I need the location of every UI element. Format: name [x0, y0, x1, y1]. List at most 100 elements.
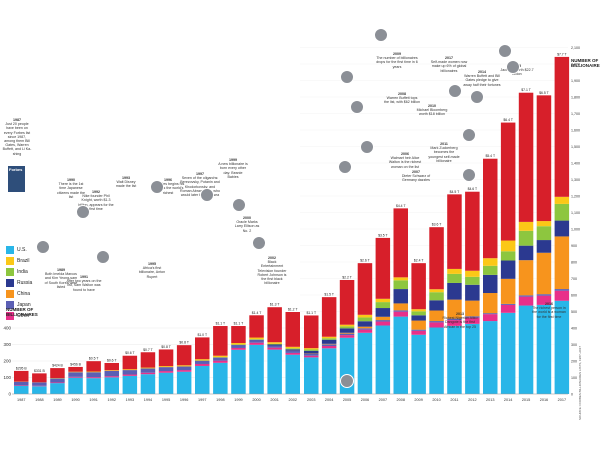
- x-tick-label-1996: 1996: [180, 398, 188, 402]
- bar-stack-1995: [159, 349, 174, 394]
- bar-segment-japan-2016: [537, 294, 552, 295]
- bar-segment-other-1996: [177, 370, 192, 372]
- y-tick-right: 2,100: [571, 46, 580, 50]
- bar-segment-japan-1988: [32, 382, 47, 385]
- bar-segment-brazil-2016: [537, 221, 552, 226]
- x-tick-label-2002: 2002: [289, 398, 297, 402]
- bar-segment-u-s--2003: [304, 357, 319, 394]
- bar-segment-rest-of-world-1993: [123, 356, 138, 370]
- bar-segment-u-s--1995: [159, 373, 174, 394]
- portrait-photo: [470, 90, 484, 104]
- bar-segment-india-2003: [304, 349, 319, 350]
- y-tick-right: 1,600: [571, 129, 580, 133]
- bar-segment-russia-2003: [304, 351, 319, 354]
- bar-stack-2012: [465, 192, 480, 394]
- x-tick-label-2012: 2012: [468, 398, 476, 402]
- bar-segment-brazil-2001: [267, 342, 282, 344]
- bar-segment-other-2008: [394, 312, 409, 317]
- y-axis-title-right: NUMBER OF BILLIONAIRES: [571, 58, 599, 68]
- bar-segment-rest-of-world-2009: [411, 263, 426, 309]
- bar-total-label-2011: $4.5 T: [450, 190, 460, 194]
- bar-total-label-2003: $1.1 T: [306, 311, 316, 315]
- bar-segment-other-2001: [267, 348, 282, 350]
- bar-segment-u-s--2002: [286, 355, 301, 394]
- bar-segment-rest-of-world-1990: [68, 367, 83, 372]
- x-tick-label-1998: 1998: [216, 398, 224, 402]
- bar-segment-u-s--2015: [519, 306, 534, 394]
- bar-stack-1997: [195, 337, 210, 394]
- legend-item-india: India: [6, 266, 48, 277]
- bar-segment-rest-of-world-2001: [267, 307, 282, 342]
- bar-stack-2004: [322, 297, 337, 394]
- annotation-text: Mark Zuckerberg becomes the youngest sel…: [428, 146, 459, 163]
- bar-total-label-2005: $2.2 T: [342, 275, 352, 279]
- bar-total-label-2013: $5.4 T: [485, 154, 495, 158]
- bar-segment-japan-1989: [50, 378, 64, 382]
- bar-segment-brazil-2014: [501, 241, 516, 252]
- bar-segment-brazil-2008: [394, 277, 409, 280]
- bar-segment-russia-2000: [249, 340, 263, 341]
- bar-segment-brazil-1992: [105, 370, 120, 371]
- bar-total-label-2002: $1.2 T: [288, 307, 298, 311]
- bar-segment-india-2014: [501, 251, 516, 260]
- bar-segment-u-s--2013: [483, 321, 498, 394]
- bar-stack-1991: [86, 361, 101, 394]
- x-tick-label-2013: 2013: [486, 398, 494, 402]
- legend-label: India: [17, 269, 28, 275]
- bar-segment-brazil-1996: [177, 365, 192, 366]
- portrait-photo: [232, 198, 246, 212]
- bar-segment-rest-of-world-1989: [50, 368, 64, 378]
- bar-segment-india-2006: [358, 317, 373, 321]
- bar-segment-rest-of-world-1987: [14, 371, 29, 382]
- y-tick-right: 1,800: [571, 96, 580, 100]
- bar-segment-other-1990: [68, 377, 83, 378]
- bar-segment-other-2009: [411, 331, 426, 335]
- bar-segment-japan-1987: [14, 382, 29, 386]
- bar-segment-brazil-1994: [141, 368, 156, 369]
- bar-stack-2015: [519, 93, 534, 394]
- y-tick-right: 600: [571, 294, 577, 298]
- annotation-text: After two years on the list, Sam Walton …: [67, 279, 102, 291]
- bar-segment-japan-2014: [501, 304, 516, 305]
- bar-segment-india-2007: [376, 302, 391, 308]
- bar-segment-brazil-1991: [86, 372, 101, 373]
- y-tick-left: 0: [8, 392, 11, 397]
- annotation-text: Just 20 people have been on every Forbes…: [3, 122, 32, 155]
- forbes-cover-image: Forbes: [8, 166, 25, 192]
- bar-total-label-2016: $6.5 T: [539, 91, 549, 95]
- annotation-text: Self-made women now make up 6% of global…: [431, 60, 468, 72]
- bar-segment-u-s--1994: [141, 374, 156, 394]
- portrait-photo: [96, 250, 110, 264]
- y-tick-right: 1,100: [571, 211, 580, 215]
- bar-stack-2003: [304, 315, 319, 394]
- bar-segment-u-s--1990: [68, 378, 83, 394]
- bar-stack-1990: [68, 367, 83, 394]
- bar-segment-brazil-2012: [465, 271, 480, 277]
- x-tick-label-2007: 2007: [379, 398, 387, 402]
- bar-segment-brazil-1998: [213, 356, 228, 357]
- bar-total-label-2015: $7.1 T: [521, 88, 531, 92]
- x-tick-label-2006: 2006: [361, 398, 369, 402]
- bar-segment-russia-2008: [394, 289, 409, 303]
- bar-segment-india-2012: [465, 277, 480, 285]
- bar-segment-japan-2004: [322, 344, 337, 346]
- bar-segment-rest-of-world-2006: [358, 263, 373, 315]
- bar-segment-brazil-1995: [159, 366, 174, 367]
- bar-segment-japan-1991: [86, 372, 101, 377]
- annotation-text: Oracle Marks Larry Ellison as No. 2: [235, 220, 260, 232]
- bar-segment-u-s--1998: [213, 363, 228, 394]
- bar-total-label-1988: $331 B: [34, 369, 45, 373]
- bar-stack-1989: [50, 368, 64, 394]
- bar-segment-rest-of-world-2004: [322, 297, 337, 337]
- bar-total-label-1992: $0.6 T: [107, 358, 117, 362]
- bar-segment-russia-2011: [447, 283, 462, 300]
- y-tick-right: 1,700: [571, 112, 580, 116]
- bar-segment-russia-2009: [411, 315, 426, 320]
- bar-segment-russia-2006: [358, 321, 373, 326]
